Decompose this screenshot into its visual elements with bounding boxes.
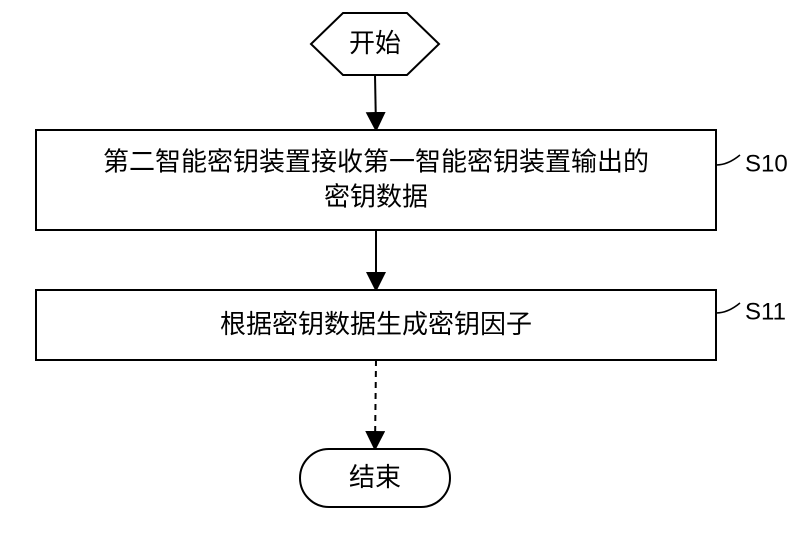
node-start-label: 开始: [349, 29, 401, 58]
node-s10-line-1: 密钥数据: [324, 183, 428, 212]
flowchart-canvas: 开始第二智能密钥装置接收第一智能密钥装置输出的密钥数据根据密钥数据生成密钥因子结…: [0, 0, 800, 539]
labels-layer: S10 S11: [716, 150, 788, 325]
edge-s11-end: [375, 360, 376, 447]
label-leader-1: [716, 303, 740, 313]
label-leader-0: [716, 155, 740, 165]
node-start: 开始: [311, 13, 439, 75]
node-s10-line-0: 第二智能密钥装置接收第一智能密钥装置输出的: [103, 147, 649, 176]
node-s11: 根据密钥数据生成密钥因子: [36, 290, 716, 360]
node-end-label: 结束: [349, 463, 401, 492]
node-s10: 第二智能密钥装置接收第一智能密钥装置输出的密钥数据: [36, 130, 716, 230]
step-label-0: S10: [745, 150, 788, 177]
node-end: 结束: [300, 449, 450, 507]
step-label-1: S11: [745, 298, 786, 325]
edge-start-s10: [375, 75, 376, 128]
node-s11-line-0: 根据密钥数据生成密钥因子: [220, 310, 532, 339]
